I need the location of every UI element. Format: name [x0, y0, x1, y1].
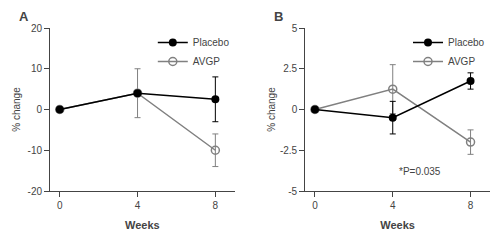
svg-text:-2.5: -2.5	[280, 145, 298, 156]
svg-text:% change: % change	[266, 87, 277, 132]
svg-text:B: B	[274, 9, 283, 24]
svg-text:Placebo: Placebo	[448, 37, 485, 48]
svg-text:0: 0	[36, 104, 42, 115]
svg-text:A: A	[19, 9, 29, 24]
svg-text:4: 4	[135, 200, 141, 211]
svg-text:Weeks: Weeks	[125, 219, 160, 231]
svg-text:8: 8	[213, 200, 219, 211]
svg-text:20: 20	[31, 23, 43, 34]
svg-text:5: 5	[292, 23, 298, 34]
svg-text:AVGP: AVGP	[193, 56, 220, 67]
svg-text:*P=0.035: *P=0.035	[399, 166, 441, 177]
svg-text:0: 0	[57, 200, 63, 211]
svg-text:0: 0	[292, 104, 298, 115]
svg-text:0: 0	[312, 200, 318, 211]
svg-text:8: 8	[468, 200, 474, 211]
svg-text:-10: -10	[28, 145, 43, 156]
svg-text:-20: -20	[28, 186, 43, 197]
svg-text:Weeks: Weeks	[380, 219, 415, 231]
svg-text:4: 4	[390, 200, 396, 211]
svg-text:10: 10	[31, 63, 43, 74]
svg-text:2.5: 2.5	[283, 63, 297, 74]
svg-text:% change: % change	[11, 87, 22, 132]
svg-text:-5: -5	[288, 186, 297, 197]
svg-text:AVGP: AVGP	[448, 56, 475, 67]
svg-text:Placebo: Placebo	[193, 37, 230, 48]
